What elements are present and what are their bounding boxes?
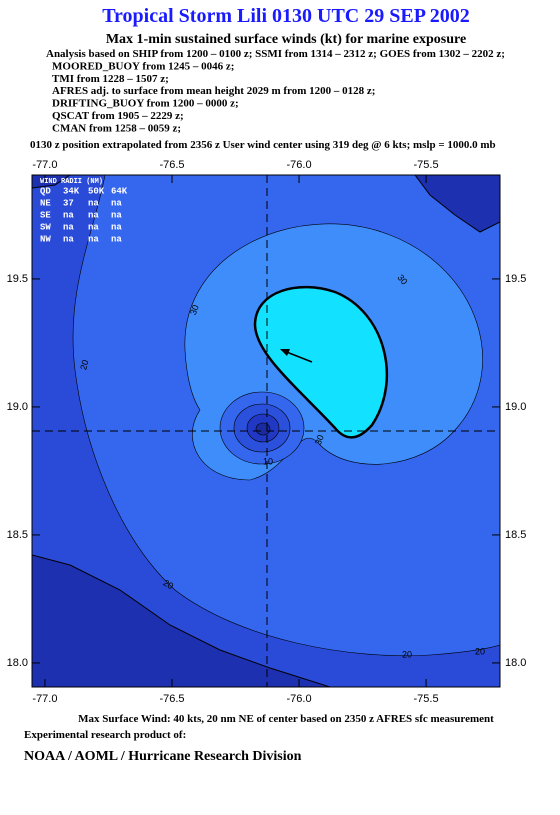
- radii-cell: na: [111, 210, 122, 220]
- contour-label: 30: [395, 273, 409, 287]
- position-note: 0130 z position extrapolated from 2356 z…: [30, 139, 496, 151]
- radii-cell: na: [111, 222, 122, 232]
- radii-header: 34K: [63, 186, 80, 196]
- radii-cell: na: [63, 210, 74, 220]
- map: [32, 175, 500, 687]
- x-tick-label: -75.5: [414, 159, 439, 171]
- radii-cell: 37: [63, 198, 74, 208]
- x-tick-label: -76.5: [159, 159, 184, 171]
- analysis-line: CMAN from 1258 – 0059 z;: [52, 122, 181, 134]
- x-tick-label: -76.5: [159, 693, 184, 705]
- radii-cell: NW: [40, 234, 51, 244]
- contour-label: 20: [475, 646, 485, 656]
- motion-arrow: [283, 350, 313, 363]
- land: [32, 175, 71, 189]
- radii-cell: SE: [40, 210, 51, 220]
- org: NOAA / AOML / Hurricane Research Divisio…: [24, 749, 302, 764]
- y-tick-label: 18.0: [505, 657, 526, 669]
- x-tick-label: -76.0: [286, 693, 311, 705]
- radii-cell: na: [111, 198, 122, 208]
- y-tick-label: 19.5: [7, 273, 28, 285]
- y-tick-label: 18.0: [7, 657, 28, 669]
- contour-label: 30: [313, 433, 326, 446]
- product: Experimental research product of:: [24, 729, 186, 741]
- contour-label: 30: [188, 303, 201, 316]
- radii-header: QD: [40, 186, 51, 196]
- radii-title: WIND RADII (NM): [40, 178, 103, 186]
- contour-label: 20: [78, 359, 90, 371]
- radii-header: 64K: [111, 186, 128, 196]
- analysis-line: AFRES adj. to surface from mean height 2…: [52, 85, 375, 97]
- low-center: [255, 422, 271, 436]
- radii-cell: SW: [40, 222, 51, 232]
- arrow-head: [280, 349, 290, 356]
- x-tick-label: -76.0: [286, 159, 311, 171]
- contour-label: 10: [263, 456, 273, 466]
- land: [414, 175, 500, 233]
- contour-label: 20: [402, 649, 412, 659]
- x-tick-label: -77.0: [32, 693, 57, 705]
- land: [32, 554, 331, 687]
- analysis-line: QSCAT from 1905 – 2229 z;: [52, 110, 184, 122]
- analysis-line: Analysis based on SHIP from 1200 – 0100 …: [46, 48, 505, 60]
- y-tick-label: 19.0: [7, 401, 28, 413]
- radii-cell: NE: [40, 198, 51, 208]
- subtitle: Max 1-min sustained surface winds (kt) f…: [106, 32, 466, 47]
- radii-header: 50K: [88, 186, 105, 196]
- map-frame: [31, 174, 501, 688]
- radii-cell: na: [88, 234, 99, 244]
- radii-cell: na: [88, 210, 99, 220]
- analysis-line: DRIFTING_BUOY from 1200 – 0000 z;: [52, 98, 239, 110]
- radii-cell: na: [111, 234, 122, 244]
- radii-cell: na: [88, 198, 99, 208]
- radii-cell: na: [88, 222, 99, 232]
- contour-label: 20: [161, 578, 175, 592]
- max-wind: Max Surface Wind: 40 kts, 20 nm NE of ce…: [78, 713, 494, 725]
- analysis-line: MOORED_BUOY from 1245 – 0046 z;: [52, 60, 234, 72]
- radii-cell: na: [63, 222, 74, 232]
- x-tick-label: -77.0: [32, 159, 57, 171]
- radii-cell: na: [63, 234, 74, 244]
- wind-field-35: [253, 285, 389, 439]
- title: Tropical Storm Lili 0130 UTC 29 SEP 2002: [102, 5, 470, 27]
- x-tick-label: -75.5: [414, 693, 439, 705]
- y-tick-label: 18.5: [7, 529, 28, 541]
- y-tick-label: 19.5: [505, 273, 526, 285]
- y-tick-label: 18.5: [505, 529, 526, 541]
- analysis-line: TMI from 1228 – 1507 z;: [52, 73, 169, 85]
- y-tick-label: 19.0: [505, 401, 526, 413]
